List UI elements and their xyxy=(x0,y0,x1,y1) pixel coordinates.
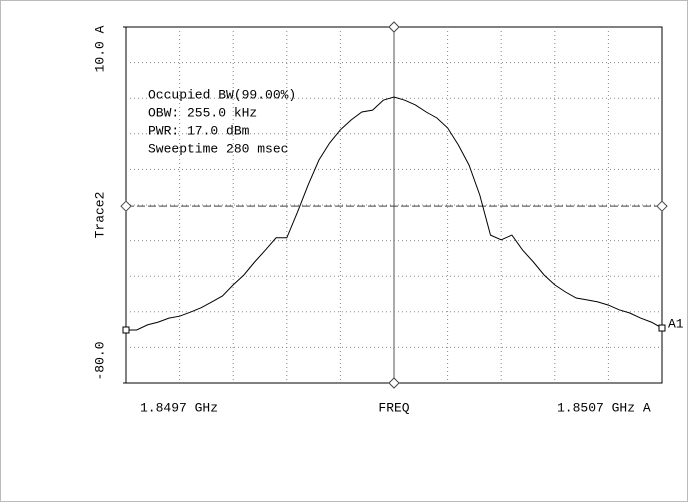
marker-label: A1 xyxy=(668,316,684,331)
annotation: OBW: 255.0 kHz xyxy=(148,105,257,120)
trace-end-marker xyxy=(122,326,130,334)
trace xyxy=(126,96,663,331)
marker-diamond xyxy=(388,21,400,33)
x-axis-label: FREQ xyxy=(378,400,409,415)
annotation: PWR: 17.0 dBm xyxy=(148,123,250,138)
trace-end-marker xyxy=(658,324,666,332)
x-end-label: 1.8507 GHz A xyxy=(557,400,651,415)
marker-diamond xyxy=(120,200,132,212)
x-start-label: 1.8497 GHz xyxy=(140,400,218,415)
annotation: Sweeptime 280 msec xyxy=(148,141,288,156)
y-axis-label: Trace2 xyxy=(92,192,107,239)
marker-diamond xyxy=(656,200,668,212)
y-tick-label: -80.0 xyxy=(92,341,107,380)
annotation: Occupied BW(99.00%) xyxy=(148,87,296,102)
marker-diamond xyxy=(388,377,400,389)
y-tick-label: 10.0 A xyxy=(92,25,107,72)
